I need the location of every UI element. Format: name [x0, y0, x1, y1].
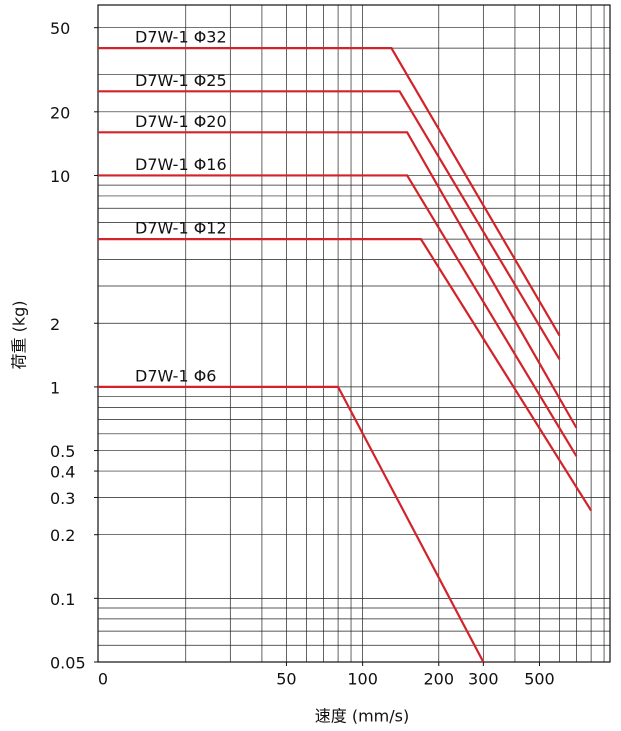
x-axis-title: 速度 (mm/s) — [315, 707, 409, 726]
series-line — [98, 238, 593, 512]
y-tick-label: 0.5 — [50, 442, 75, 461]
y-axis-title: 荷重 (kg) — [10, 301, 29, 370]
series-label: D7W-1 Φ32 — [135, 28, 227, 47]
series-line — [98, 90, 561, 360]
y-tick-label: 0.1 — [50, 590, 75, 609]
series-line — [98, 47, 561, 337]
y-tick-label: 2 — [50, 315, 60, 334]
y-tick-label: 0.2 — [50, 526, 75, 545]
series-label: D7W-1 Φ25 — [135, 71, 227, 90]
series-label: D7W-1 Φ12 — [135, 219, 227, 238]
series-line — [98, 385, 485, 663]
y-tick-label: 0.4 — [50, 463, 75, 482]
x-origin-label: 0 — [98, 670, 108, 689]
y-tick-label: 10 — [50, 167, 70, 186]
series-label: D7W-1 Φ6 — [135, 366, 216, 385]
y-tick-label: 50 — [50, 19, 70, 38]
y-tick-label: 0.05 — [50, 654, 86, 673]
series-line — [98, 131, 578, 429]
x-tick-label: 500 — [524, 670, 555, 689]
series-line — [98, 174, 578, 457]
x-tick-label: 50 — [276, 670, 296, 689]
x-tick-label: 100 — [347, 670, 378, 689]
y-tick-label: 1 — [50, 378, 60, 397]
y-tick-label: 0.3 — [50, 489, 75, 508]
x-tick-label: 300 — [468, 670, 499, 689]
series-label: D7W-1 Φ16 — [135, 155, 227, 174]
x-tick-label: 200 — [424, 670, 455, 689]
plot-frame — [97, 4, 611, 663]
y-tick-label: 20 — [50, 103, 70, 122]
series-label: D7W-1 Φ20 — [135, 112, 227, 131]
